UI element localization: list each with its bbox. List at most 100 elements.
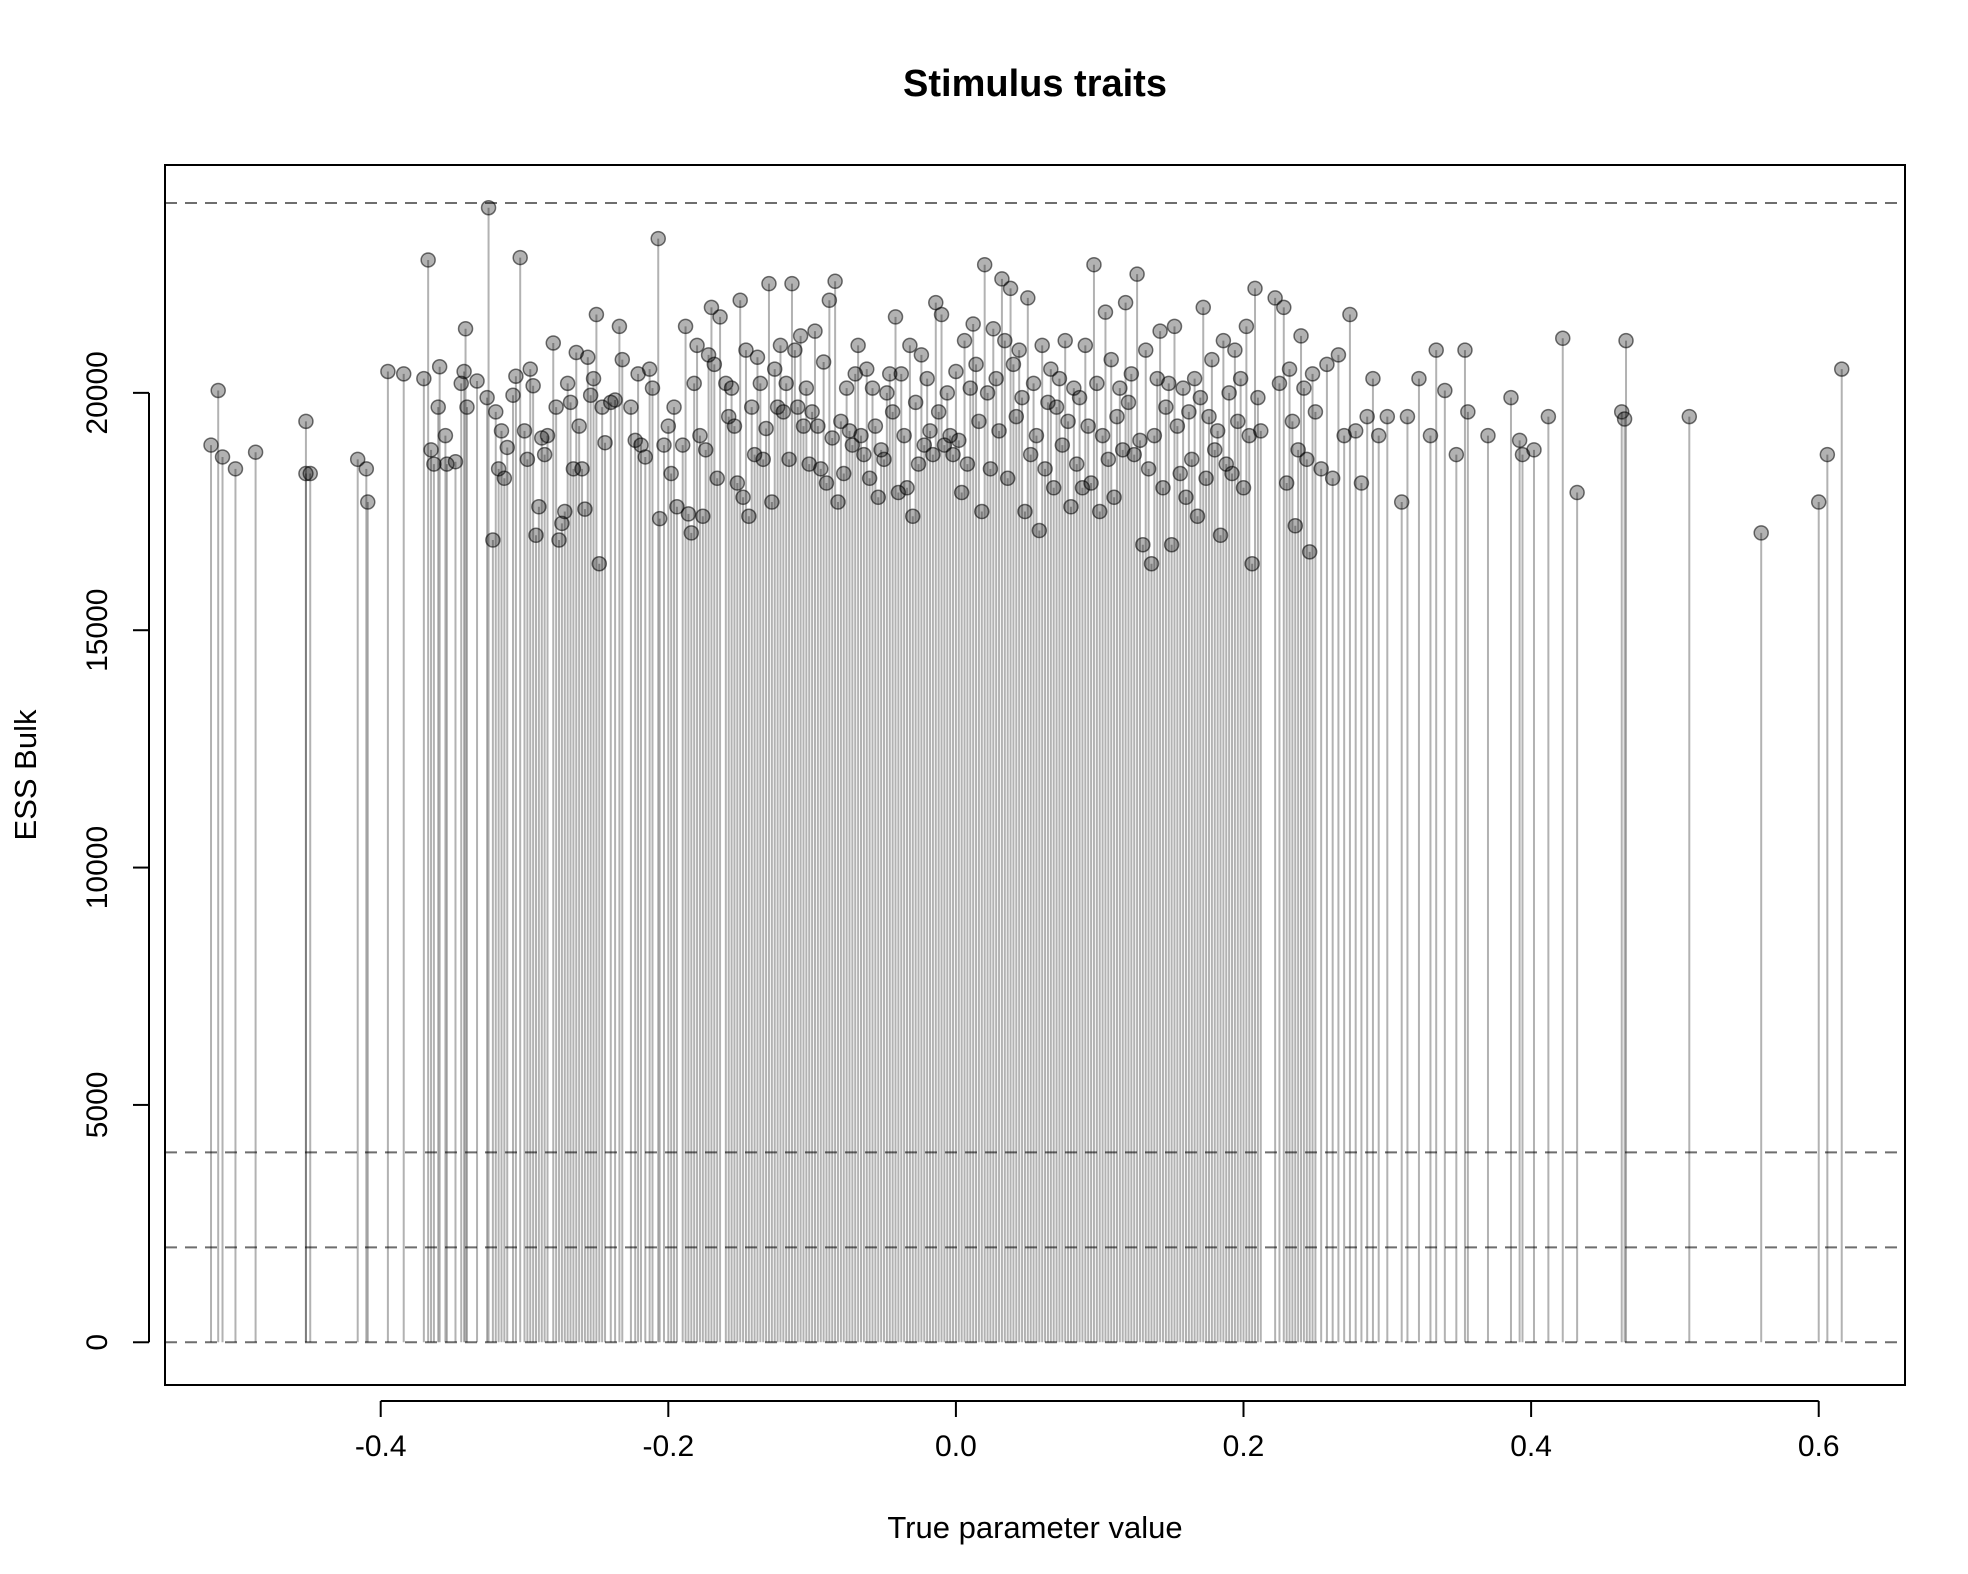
data-point xyxy=(775,404,792,420)
data-point xyxy=(729,475,746,491)
data-point xyxy=(499,439,515,456)
data-point xyxy=(942,427,958,444)
data-point xyxy=(588,306,605,323)
data-point xyxy=(951,432,967,449)
data-point xyxy=(522,361,539,377)
data-point xyxy=(1068,456,1085,472)
data-point xyxy=(203,437,219,453)
data-point xyxy=(456,363,472,380)
data-point xyxy=(1100,451,1117,468)
data-point xyxy=(709,470,725,487)
x-tick-label: -0.2 xyxy=(642,1430,694,1463)
data-point xyxy=(1077,337,1094,354)
data-point xyxy=(1212,527,1229,544)
x-tick-label: -0.4 xyxy=(355,1430,407,1463)
data-point xyxy=(1379,408,1396,425)
data-point xyxy=(1681,408,1698,425)
data-point xyxy=(1094,427,1111,444)
data-point xyxy=(899,480,915,496)
data-point xyxy=(650,230,666,247)
data-point xyxy=(1324,470,1341,487)
data-point xyxy=(508,368,524,384)
y-tick-label: 0 xyxy=(81,1334,114,1351)
data-point xyxy=(1054,437,1071,453)
data-point xyxy=(890,484,907,501)
data-point xyxy=(1011,342,1027,358)
data-point xyxy=(697,442,714,458)
data-point xyxy=(1146,427,1163,444)
data-point xyxy=(437,427,454,444)
data-point xyxy=(994,271,1010,287)
data-point xyxy=(548,399,564,415)
data-point xyxy=(712,309,728,325)
data-point xyxy=(985,321,1002,337)
data-point xyxy=(1025,375,1042,392)
data-point xyxy=(772,337,789,354)
data-point xyxy=(979,385,996,401)
data-point xyxy=(683,525,700,541)
data-point xyxy=(1051,370,1068,387)
data-point xyxy=(976,256,993,273)
data-point xyxy=(971,413,987,430)
data-point xyxy=(907,394,924,411)
data-point xyxy=(1005,356,1022,373)
data-point xyxy=(1227,342,1243,358)
data-point xyxy=(1207,442,1223,458)
data-point xyxy=(580,349,596,366)
data-point xyxy=(746,446,763,463)
data-point xyxy=(1307,404,1324,420)
data-point xyxy=(741,508,757,525)
data-point xyxy=(597,434,613,451)
data-point xyxy=(1008,408,1025,425)
data-point xyxy=(539,427,556,444)
data-point xyxy=(821,292,838,309)
data-point xyxy=(426,456,442,472)
data-point xyxy=(1045,480,1062,496)
data-point xyxy=(210,382,226,399)
data-point xyxy=(1235,480,1252,496)
data-point xyxy=(496,470,513,487)
data-point xyxy=(856,446,872,463)
data-point xyxy=(1172,465,1188,482)
data-point xyxy=(594,399,610,415)
data-point xyxy=(1281,361,1298,377)
data-point xyxy=(431,359,448,375)
data-point xyxy=(743,399,760,415)
data-point xyxy=(1278,475,1295,491)
data-point xyxy=(637,449,654,465)
data-point xyxy=(1198,470,1214,487)
data-point xyxy=(910,456,927,472)
data-points xyxy=(203,199,1850,572)
data-point xyxy=(1422,427,1439,444)
data-point xyxy=(349,451,366,468)
data-point xyxy=(1204,351,1220,368)
data-point xyxy=(1192,389,1209,406)
data-point xyxy=(1301,544,1318,560)
data-point xyxy=(893,366,910,382)
data-point xyxy=(758,420,774,437)
data-point xyxy=(997,332,1013,349)
data-point xyxy=(919,370,935,387)
data-point xyxy=(815,354,832,370)
data-point xyxy=(1347,423,1364,439)
data-point xyxy=(882,366,898,382)
data-point xyxy=(559,375,576,392)
data-point xyxy=(922,423,938,439)
data-point xyxy=(1209,423,1226,439)
data-point xyxy=(562,394,579,411)
data-point xyxy=(1123,366,1140,382)
data-point xyxy=(930,404,947,420)
data-point xyxy=(1393,494,1410,510)
data-point xyxy=(1140,461,1157,477)
data-point xyxy=(1014,389,1030,406)
data-point xyxy=(591,556,608,572)
data-point xyxy=(656,437,672,453)
y-tick-label: 20000 xyxy=(81,351,114,434)
data-point xyxy=(358,461,375,477)
data-point xyxy=(669,499,685,515)
data-point xyxy=(1616,411,1633,427)
data-point xyxy=(686,375,702,392)
data-point xyxy=(1819,446,1836,463)
data-point xyxy=(519,451,536,468)
